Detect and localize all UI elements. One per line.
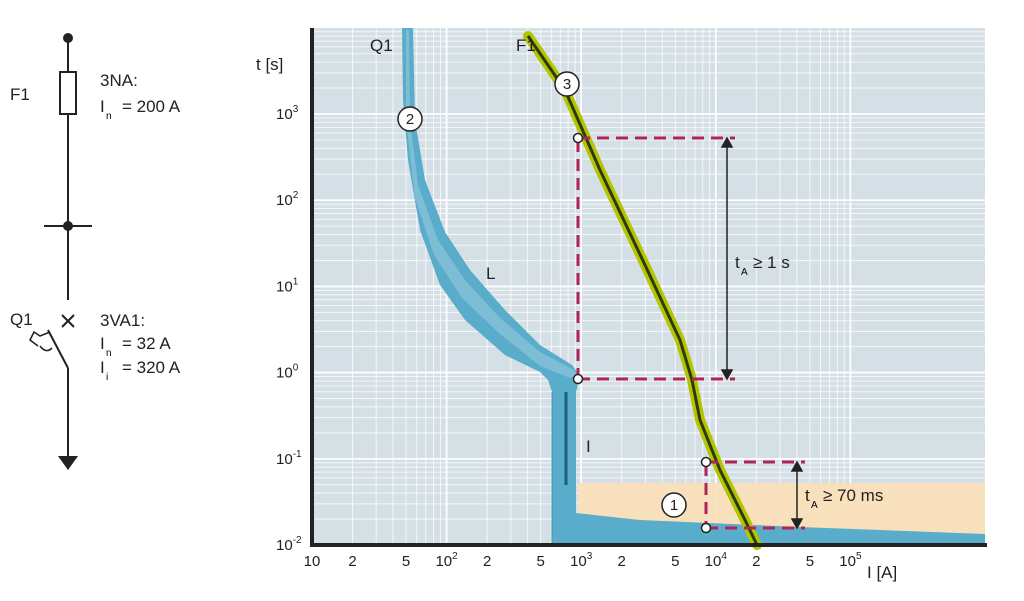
fuse-in-subscript: n	[106, 111, 112, 122]
breaker-ii-value: = 320 A	[122, 358, 181, 377]
x-tick-label: 104	[705, 551, 728, 570]
breaker-symbol	[28, 300, 78, 380]
ta-70ms-text: ≥ 70 ms	[823, 486, 883, 505]
svg-text:1: 1	[670, 497, 678, 514]
x-tick-label: 5	[671, 553, 679, 570]
dimension-arrow-70ms	[790, 460, 804, 530]
selectivity-points	[572, 132, 712, 534]
breaker-ii-subscript: i	[106, 372, 108, 383]
y-tick-labels: 103 102 101 100 10-1 10-2	[276, 104, 302, 554]
long-time-region-label: L	[486, 264, 495, 283]
fuse-in-symbol: I	[100, 97, 105, 116]
x-tick-label: 2	[483, 553, 491, 570]
feeder-top-node	[63, 33, 73, 43]
breaker-in-value: = 32 A	[122, 334, 171, 353]
instantaneous-region-label: I	[586, 437, 591, 456]
selectivity-dashes	[576, 136, 805, 530]
marker-circle-3: 3	[554, 71, 580, 97]
breaker-type-label: 3VA1:	[100, 311, 145, 330]
x-tick-label: 103	[570, 551, 593, 570]
breaker-in-symbol: I	[100, 334, 105, 353]
x-tick-label: 2	[752, 553, 760, 570]
q1-curve-label: Q1	[370, 36, 393, 55]
x-tick-label: 5	[806, 553, 814, 570]
x-tick-label: 2	[348, 553, 356, 570]
dimension-arrow-1s	[720, 136, 734, 381]
x-tick-labels: 10 2 5 102 2 5 103 2 5 104 2 5 105	[304, 551, 862, 570]
y-tick-label: 10-2	[276, 535, 302, 554]
x-axis-label: I [A]	[867, 563, 897, 582]
ta-1s-subscript: A	[741, 267, 748, 278]
x-tick-label: 105	[839, 551, 862, 570]
ta-70ms-prefix: t	[805, 486, 810, 505]
f1-curve-core	[526, 35, 759, 546]
fuse-ref-label: F1	[10, 85, 30, 104]
x-tick-label: 5	[402, 553, 410, 570]
marker-circle-2: 2	[397, 106, 423, 132]
ta-1s-text: ≥ 1 s	[753, 253, 790, 272]
y-axis-label: t [s]	[256, 55, 283, 74]
y-tick-label: 102	[276, 190, 299, 209]
fuse-type-label: 3NA:	[100, 71, 138, 90]
x-tick-label: 10	[304, 553, 321, 570]
breaker-ii-symbol: I	[100, 358, 105, 377]
x-tick-label: 2	[618, 553, 626, 570]
svg-text:2: 2	[406, 111, 414, 128]
schematic: F1 3NA: I n = 200 A Q1 3VA1: I n = 32 A …	[10, 33, 181, 470]
ta-70ms-subscript: A	[811, 500, 818, 511]
y-tick-label: 10-1	[276, 449, 302, 468]
y-tick-label: 100	[276, 363, 299, 382]
f1-curve-label: F1	[516, 36, 536, 55]
breaker-in-subscript: n	[106, 348, 112, 359]
breaker-ref-label: Q1	[10, 310, 33, 329]
y-tick-label: 101	[276, 276, 299, 295]
tcc-chart: t [s] I [A] Q1 F1 L I 1 2 3 t A ≥ 1 s t …	[256, 28, 987, 582]
outgoing-arrow	[58, 456, 78, 470]
x-tick-label: 102	[435, 551, 458, 570]
y-tick-label: 103	[276, 104, 299, 123]
fuse-symbol	[59, 71, 77, 115]
ta-1s-prefix: t	[735, 253, 740, 272]
fuse-in-value: = 200 A	[122, 97, 181, 116]
busbar-node	[63, 221, 73, 231]
marker-circle-1: 1	[661, 492, 687, 518]
svg-text:3: 3	[563, 76, 571, 93]
x-tick-label: 5	[537, 553, 545, 570]
